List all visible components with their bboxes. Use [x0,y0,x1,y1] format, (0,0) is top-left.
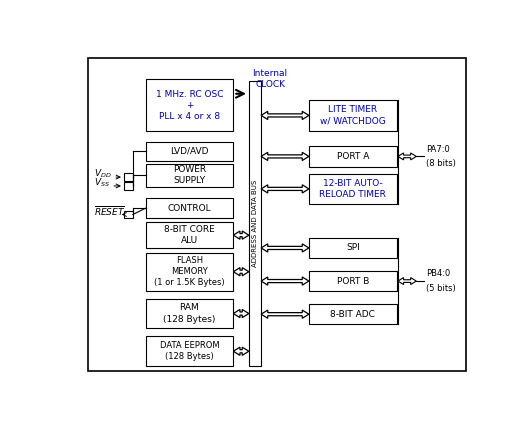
Text: PORT B: PORT B [337,276,369,285]
Text: $V_{DD}$: $V_{DD}$ [94,167,111,180]
Text: DATA EEPROM
(128 Bytes): DATA EEPROM (128 Bytes) [160,341,219,361]
Text: LITE TIMER
w/ WATCHDOG: LITE TIMER w/ WATCHDOG [320,105,386,126]
Bar [145,253,233,291]
Text: (8 bits): (8 bits) [426,159,456,168]
Text: SPI: SPI [346,243,359,253]
Text: ADDRESS AND DATA BUS: ADDRESS AND DATA BUS [252,180,258,267]
Bar [309,101,397,130]
Text: 8-BIT ADC: 8-BIT ADC [330,310,375,319]
Bar [145,79,233,132]
Bar [309,238,397,258]
Text: PORT A: PORT A [337,152,369,161]
Polygon shape [261,185,309,193]
Bar [145,222,233,248]
Bar [309,146,397,167]
Polygon shape [398,278,416,285]
Text: LVD/AVD: LVD/AVD [170,147,209,156]
Bar [249,81,261,366]
Bar [124,211,133,218]
Bar [309,271,397,291]
Text: 1 MHz. RC OSC
+
PLL x 4 or x 8: 1 MHz. RC OSC + PLL x 4 or x 8 [155,89,223,121]
Bar [124,182,133,190]
Bar [145,198,233,219]
Text: POWER
SUPPLY: POWER SUPPLY [173,165,206,185]
Text: 12-BIT AUTO-
RELOAD TIMER: 12-BIT AUTO- RELOAD TIMER [319,179,386,199]
Bar [309,174,397,204]
Polygon shape [398,153,416,160]
Text: Internal
CLOCK: Internal CLOCK [252,69,288,89]
Text: 8-BIT CORE
ALU: 8-BIT CORE ALU [164,225,215,245]
Text: PA7:0: PA7:0 [426,145,450,154]
Text: FLASH
MEMORY
(1 or 1.5K Bytes): FLASH MEMORY (1 or 1.5K Bytes) [154,256,225,287]
Text: $\overline{RESET}$: $\overline{RESET}$ [94,204,125,218]
Text: CONTROL: CONTROL [168,204,211,213]
Polygon shape [233,347,249,355]
Bar [145,142,233,161]
Polygon shape [261,244,309,252]
Text: $V_{SS}$: $V_{SS}$ [94,176,110,189]
Bar [145,337,233,366]
Polygon shape [233,309,249,318]
Polygon shape [261,277,309,285]
Polygon shape [261,111,309,120]
Polygon shape [261,153,309,161]
Polygon shape [233,268,249,276]
Polygon shape [261,310,309,318]
Text: (5 bits): (5 bits) [426,284,456,293]
Bar [309,304,397,324]
Bar [145,299,233,328]
Bar [145,164,233,187]
Text: RAM
(128 Bytes): RAM (128 Bytes) [163,303,216,324]
Bar [124,173,133,181]
Text: PB4:0: PB4:0 [426,269,451,279]
Polygon shape [233,231,249,239]
